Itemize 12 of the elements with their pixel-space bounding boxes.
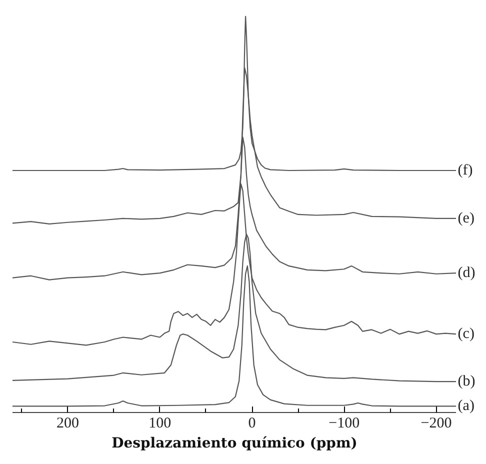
series-label: (e) [458, 210, 474, 226]
x-tick-label: 200 [56, 416, 80, 432]
series-label: (d) [458, 265, 476, 282]
x-tick-label: 100 [148, 416, 172, 432]
series-label: (f) [458, 162, 473, 178]
series-label: (a) [458, 398, 474, 414]
series-label: (c) [458, 326, 474, 342]
x-axis-title: Desplazamiento químico (ppm) [112, 436, 358, 452]
x-tick-label: −200 [420, 416, 452, 432]
x-tick-label: 0 [248, 416, 256, 432]
x-tick-label: −100 [328, 416, 360, 432]
series-label: (b) [458, 374, 476, 390]
